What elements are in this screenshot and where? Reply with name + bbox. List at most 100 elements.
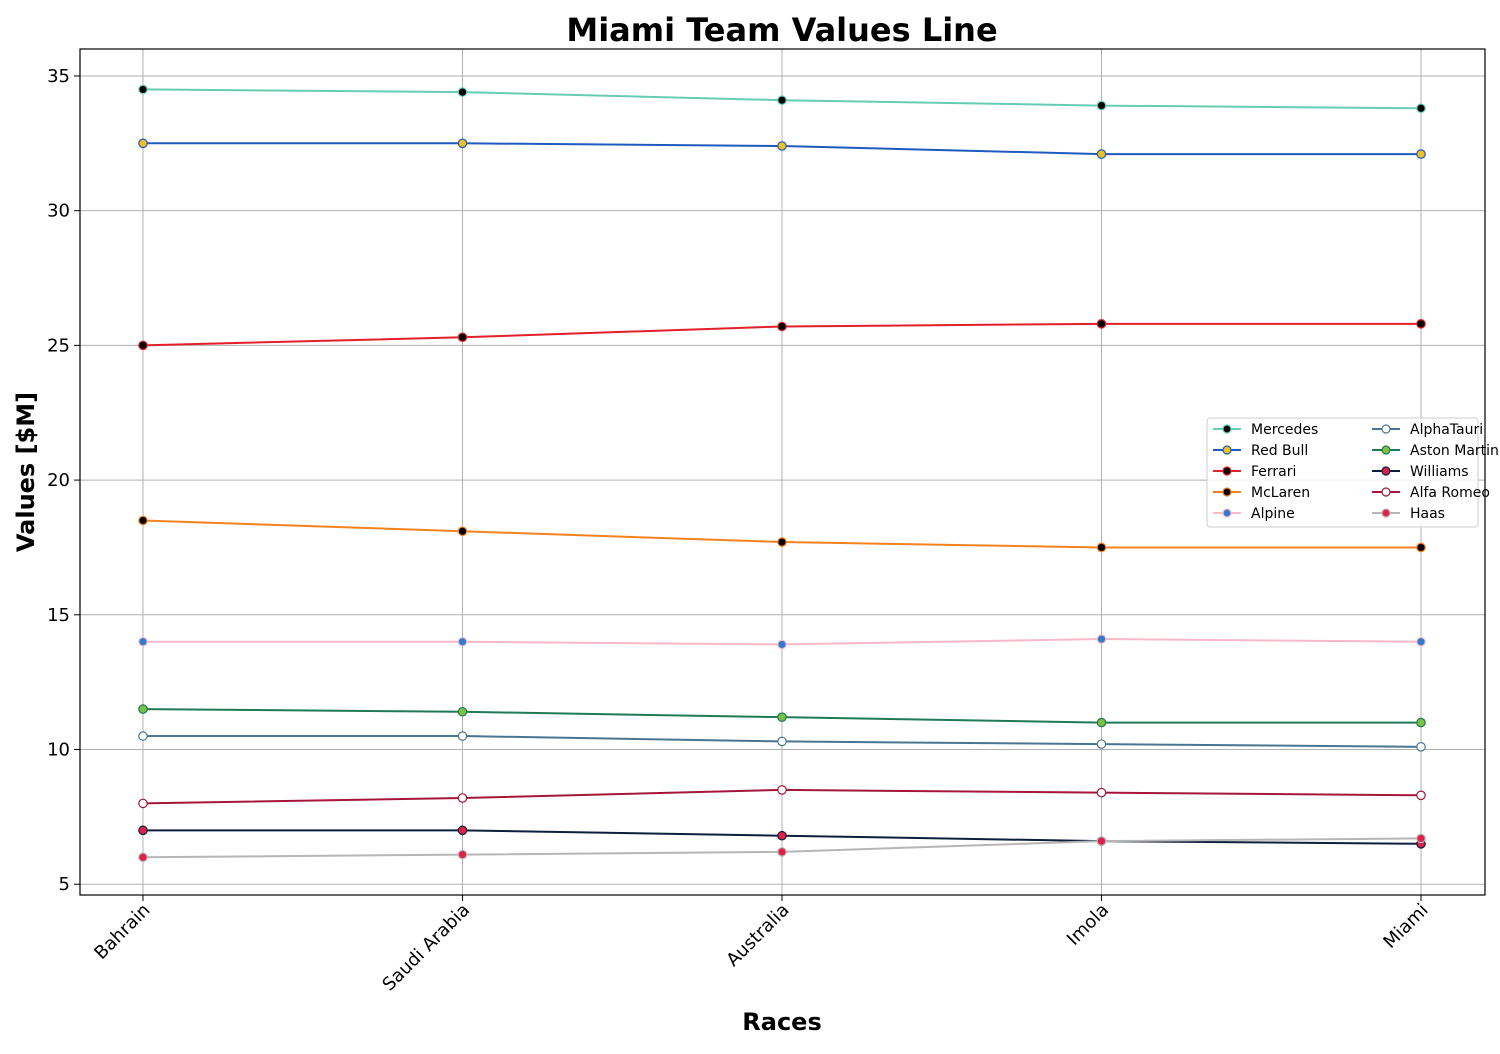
data-point	[457, 332, 468, 343]
data-point	[1416, 542, 1426, 553]
legend-label: Williams	[1410, 464, 1469, 480]
data-point	[777, 537, 787, 547]
legend-swatch-marker	[1381, 445, 1391, 455]
data-point	[777, 785, 787, 795]
series-alfa-romeo	[138, 785, 1426, 809]
data-point	[457, 87, 468, 97]
series-mercedes	[138, 84, 1426, 114]
legend-swatch-marker	[1381, 466, 1391, 476]
data-point	[138, 515, 148, 526]
y-tick-label: 30	[47, 201, 70, 222]
legend-swatch-marker	[1222, 424, 1232, 434]
data-point	[1096, 542, 1107, 553]
legend-swatch-marker	[1222, 466, 1232, 476]
series-layer	[138, 84, 1426, 863]
data-point	[777, 141, 787, 151]
series-haas	[138, 833, 1426, 863]
legend-label: Haas	[1410, 506, 1445, 522]
legend-label: Ferrari	[1251, 464, 1296, 480]
series-mclaren	[138, 515, 1426, 553]
data-point	[457, 849, 468, 860]
data-point	[1096, 739, 1107, 749]
data-point	[777, 712, 787, 722]
data-point	[457, 636, 468, 647]
series-ferrari	[138, 319, 1426, 351]
x-tick-label: Saudi Arabia	[378, 900, 474, 996]
legend-swatch-marker	[1222, 487, 1232, 497]
legend-label: McLaren	[1251, 485, 1310, 501]
y-tick-label: 35	[47, 66, 70, 87]
legend-label: AlphaTauri	[1410, 422, 1483, 438]
legend-label: Alpine	[1251, 506, 1295, 522]
legend-item: McLaren	[1213, 485, 1310, 501]
legend-label: Aston Martin	[1410, 443, 1499, 459]
data-point	[138, 825, 148, 836]
x-tick-label: Miami	[1379, 900, 1432, 953]
data-point	[1096, 717, 1107, 728]
data-point	[457, 731, 468, 741]
data-point	[457, 138, 468, 149]
data-point	[777, 736, 787, 747]
y-tick-label: 5	[59, 874, 70, 895]
legend-box	[1206, 417, 1479, 528]
x-tick-label: Bahrain	[90, 900, 154, 964]
legend-swatch-marker	[1381, 424, 1391, 434]
legend-item: Haas	[1372, 506, 1445, 522]
data-point	[777, 321, 787, 332]
legend-item: Alpine	[1213, 506, 1295, 522]
x-axis-label: Races	[742, 1008, 821, 1036]
legend-item: AlphaTauri	[1372, 422, 1483, 438]
legend-label: Alfa Romeo	[1410, 485, 1490, 501]
legend-item: Red Bull	[1213, 443, 1308, 459]
y-tick-label: 10	[47, 740, 70, 761]
series-alpine	[138, 634, 1426, 650]
legend-item: Ferrari	[1213, 464, 1296, 480]
data-point	[1416, 103, 1426, 114]
data-point	[777, 847, 787, 857]
data-point	[1416, 319, 1426, 329]
legend-item: Williams	[1372, 464, 1469, 480]
data-point	[457, 793, 468, 803]
data-point	[457, 526, 468, 537]
data-point	[1416, 717, 1426, 728]
y-axis-label: Values [$M]	[12, 392, 40, 552]
data-point	[1416, 833, 1426, 844]
legend-swatch-marker	[1222, 445, 1232, 455]
data-point	[138, 340, 148, 351]
y-tick-label: 20	[47, 470, 70, 491]
data-point	[1416, 742, 1426, 752]
data-point	[138, 852, 148, 863]
legend-item: Alfa Romeo	[1372, 485, 1490, 501]
y-tick-label: 15	[47, 605, 70, 626]
legend-swatch-marker	[1381, 508, 1391, 518]
series-red-bull	[138, 138, 1426, 159]
series-alphatauri	[138, 731, 1426, 752]
legend: Mercedes Red Bull Ferrari McLaren Alpine Alph…	[1206, 417, 1499, 528]
data-point	[1096, 787, 1107, 798]
legend-swatch-marker	[1222, 508, 1232, 518]
data-point	[457, 825, 468, 836]
data-point	[457, 706, 468, 717]
legend-label: Red Bull	[1251, 443, 1308, 459]
data-point	[138, 84, 148, 95]
data-point	[1096, 836, 1107, 846]
series-aston-martin	[138, 704, 1426, 728]
data-point	[1096, 319, 1107, 329]
x-tick-label: Australia	[722, 900, 793, 971]
data-point	[138, 798, 148, 809]
data-point	[1416, 149, 1426, 159]
legend-item: Mercedes	[1213, 422, 1318, 438]
data-point	[138, 138, 148, 149]
data-point	[777, 830, 787, 841]
data-point	[1096, 634, 1107, 644]
data-point	[138, 704, 148, 714]
legend-label: Mercedes	[1251, 422, 1318, 438]
data-point	[777, 639, 787, 650]
legend-item: Aston Martin	[1372, 443, 1499, 459]
data-point	[1416, 790, 1426, 801]
x-tick-label: Imola	[1063, 900, 1113, 950]
data-point	[138, 731, 148, 741]
data-point	[138, 636, 148, 647]
